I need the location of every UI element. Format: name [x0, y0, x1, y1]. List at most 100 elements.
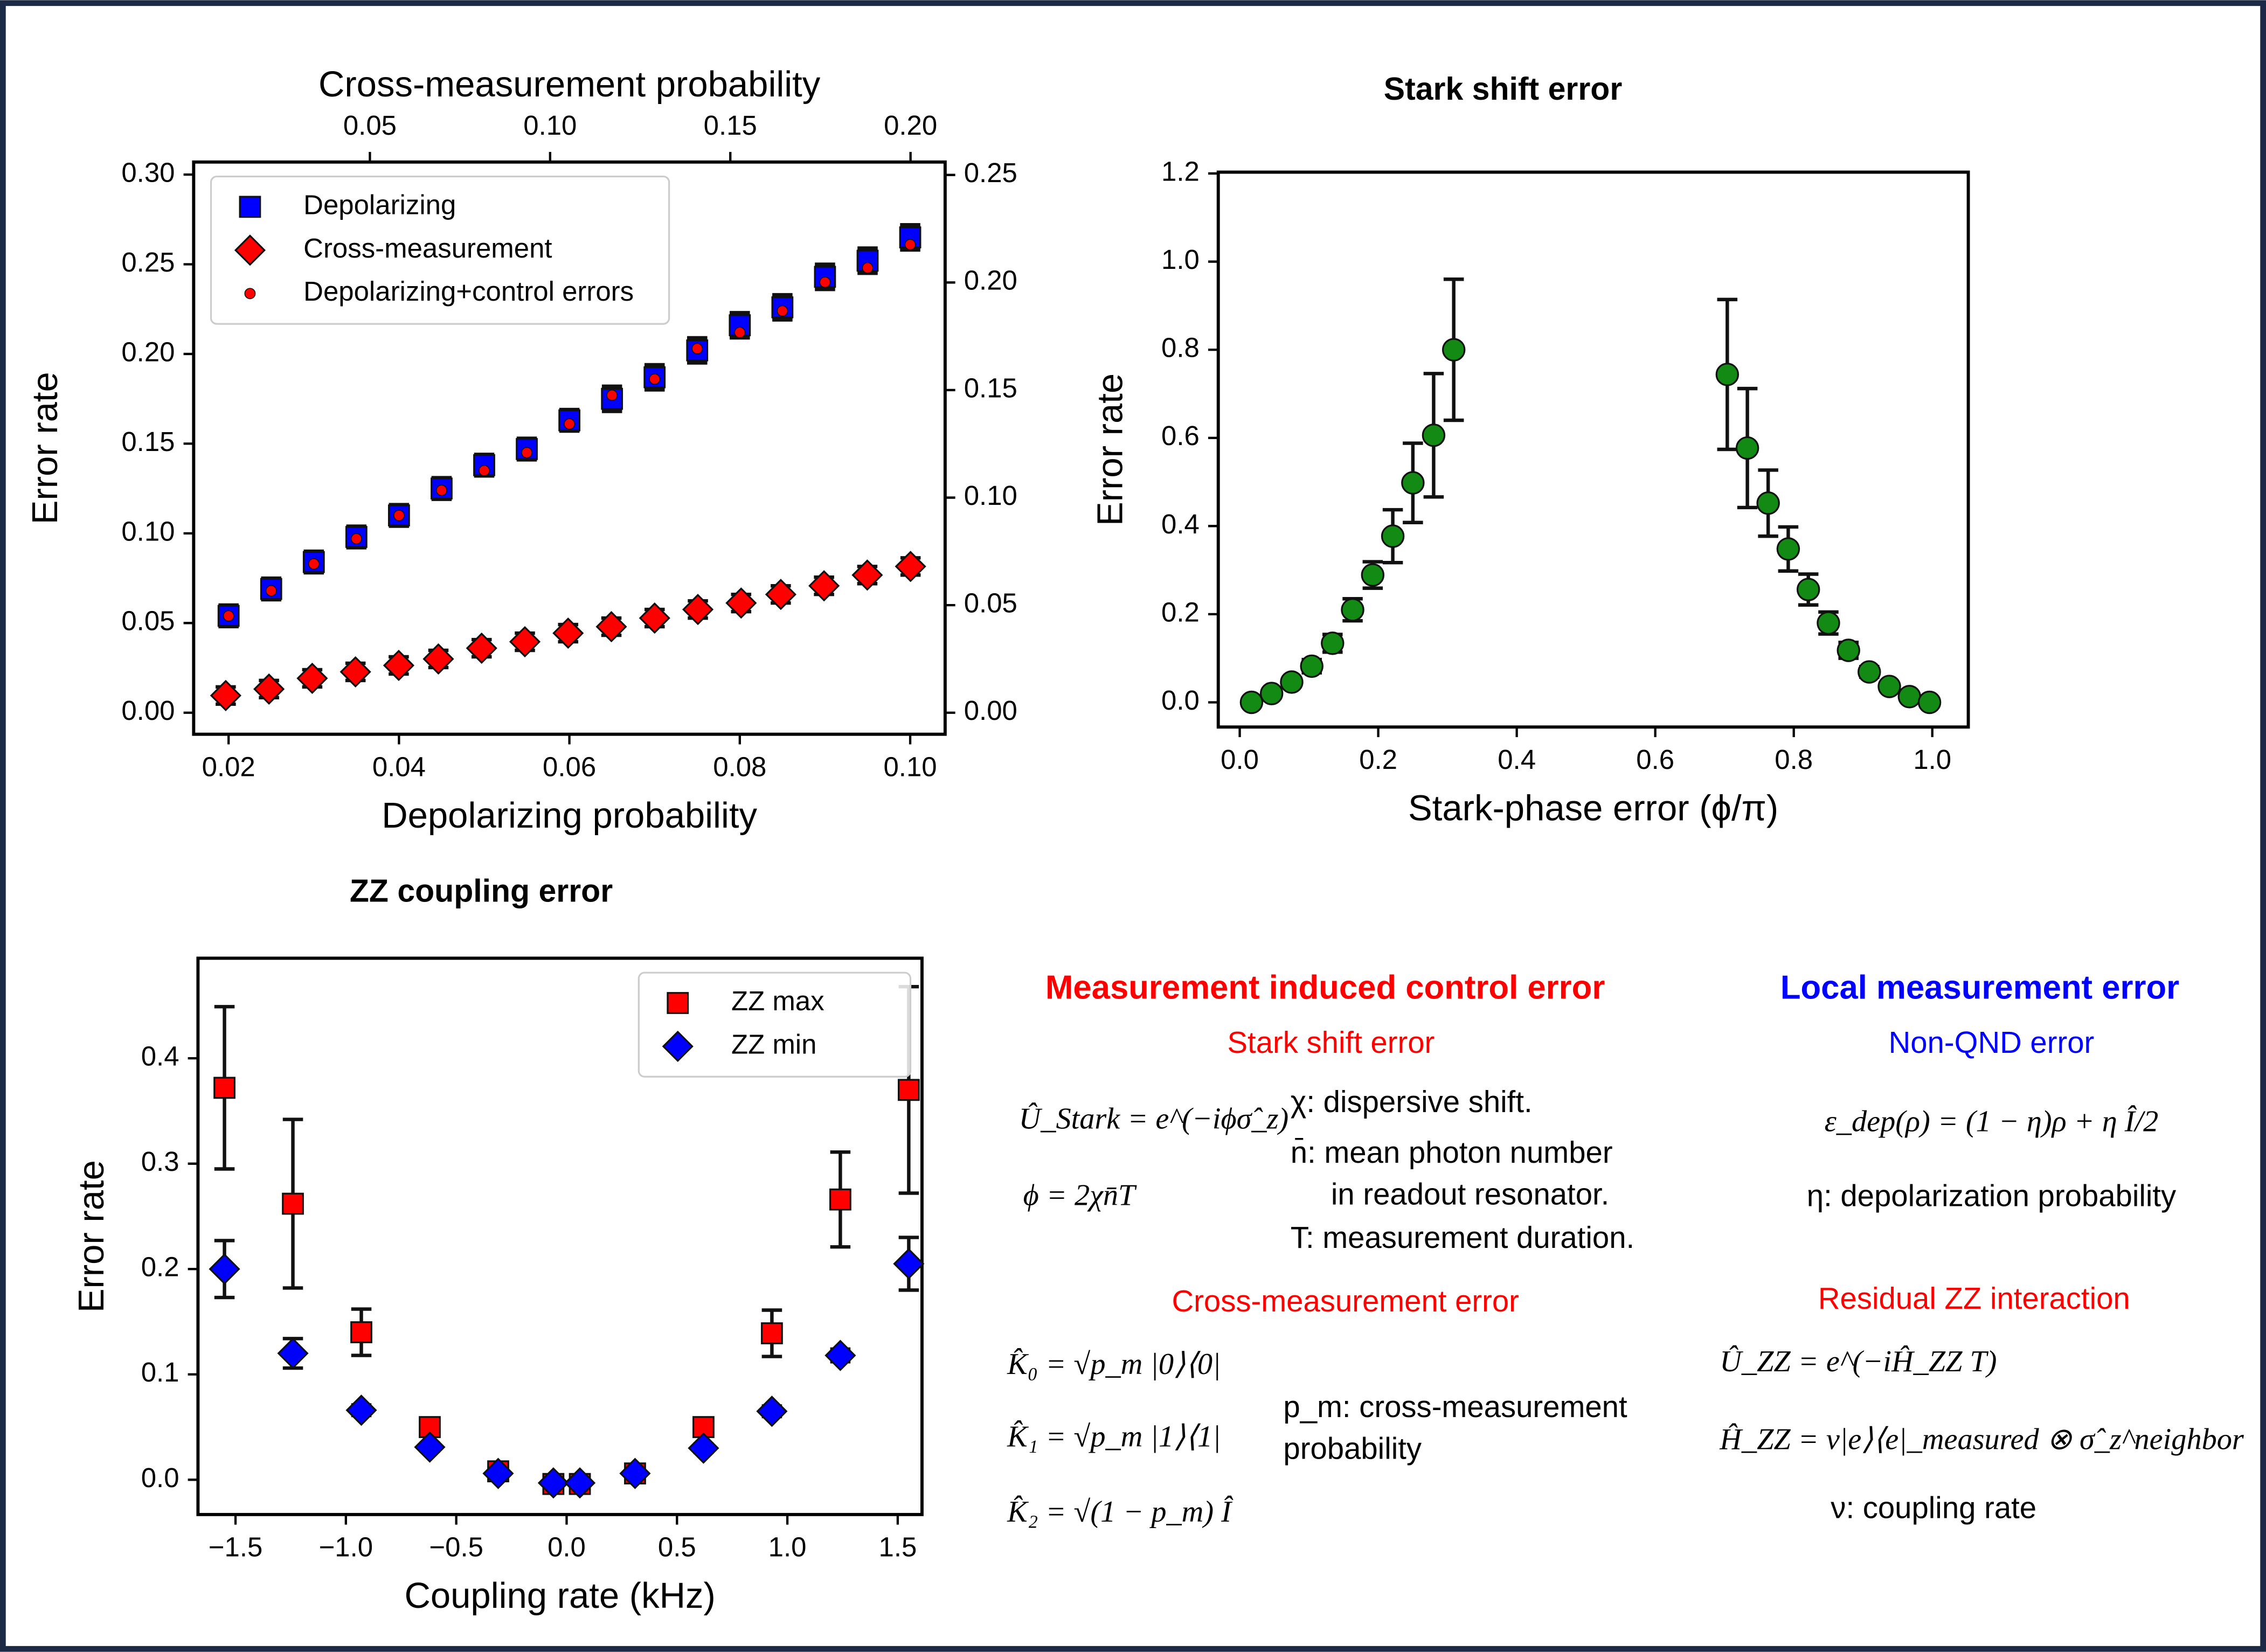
- y2-tick-label: 0.05: [964, 588, 1017, 619]
- equation: K̂₀ = √p_m |0⟩⟨0|: [1007, 1348, 1221, 1381]
- marker-diamond: [893, 1248, 925, 1280]
- marker-diamond: [682, 594, 714, 626]
- y-tick-label: 0.2: [141, 1252, 179, 1282]
- marker-circle: [1837, 638, 1860, 662]
- y-tick-label: 0.05: [121, 606, 175, 636]
- x-tick-label: 1.0: [768, 1532, 807, 1563]
- marker-dot: [649, 373, 661, 385]
- x2-tick-label: 0.10: [523, 110, 577, 141]
- y-tick-label: 1.2: [1161, 156, 1200, 186]
- legend-marker: [667, 992, 689, 1014]
- y-axis-label: Error rate: [25, 372, 65, 524]
- subheading: Residual ZZ interaction: [1818, 1281, 2130, 1315]
- marker-dot: [862, 262, 874, 274]
- y2-tick-label: 0.25: [964, 157, 1017, 188]
- y-tick-label: 0.4: [141, 1041, 179, 1072]
- x-tick-label: 1.5: [878, 1532, 917, 1563]
- marker-circle: [1341, 598, 1364, 622]
- marker-circle: [1361, 563, 1385, 587]
- x2-tick-label: 0.05: [343, 110, 397, 141]
- x-tick-label: 0.0: [548, 1532, 586, 1563]
- marker-dot: [564, 418, 576, 430]
- marker-circle: [1796, 578, 1820, 601]
- y-axis-label: Error rate: [71, 1160, 112, 1313]
- marker-diamond: [851, 559, 883, 591]
- marker-square: [829, 1188, 851, 1211]
- equation: K̂₁ = √p_m |1⟩⟨1|: [1007, 1420, 1221, 1453]
- marker-diamond: [808, 570, 840, 602]
- y-tick-label: 0.30: [121, 157, 175, 188]
- marker-dot: [435, 484, 447, 496]
- marker-circle: [1917, 690, 1942, 714]
- x-tick-label: 0.06: [543, 752, 596, 782]
- plot-frame: [196, 956, 924, 1516]
- marker-circle: [1442, 338, 1466, 362]
- y-tick-label: 0.8: [1161, 332, 1200, 363]
- subheading: Non-QND error: [1889, 1025, 2095, 1059]
- marker-diamond: [619, 1457, 651, 1489]
- marker-circle: [1321, 631, 1345, 655]
- x-tick-label: 0.04: [372, 752, 426, 782]
- definition: in readout resonator.: [1331, 1177, 1609, 1211]
- marker-square: [898, 1079, 920, 1101]
- x-axis-label: Depolarizing probability: [382, 795, 757, 836]
- marker-dot: [521, 447, 533, 459]
- marker-circle: [1300, 654, 1323, 678]
- x-tick-label: 1.0: [1913, 744, 1951, 775]
- legend-marker: [662, 1030, 694, 1063]
- y-tick-label: 0.0: [141, 1462, 179, 1493]
- x-axis-label: Coupling rate (kHz): [404, 1575, 715, 1616]
- equation: ϕ = 2χn̄T: [1023, 1178, 1137, 1212]
- y-tick-label: 0.0: [1161, 685, 1200, 716]
- marker-dot: [777, 305, 788, 317]
- y-tick-label: 1.0: [1161, 244, 1200, 275]
- marker-diamond: [339, 656, 371, 688]
- marker-dot: [393, 510, 405, 522]
- chart-title: Stark shift error: [1384, 71, 1623, 107]
- marker-circle: [1422, 424, 1446, 447]
- definition: n̄: mean photon number: [1291, 1135, 1613, 1169]
- marker-diamond: [639, 602, 670, 634]
- marker-dot: [223, 610, 234, 622]
- marker-diamond: [422, 643, 454, 675]
- marker-circle: [1381, 524, 1405, 548]
- marker-diamond: [509, 626, 541, 658]
- definition: T: measurement duration.: [1291, 1220, 1634, 1254]
- y-tick-label: 0.6: [1161, 420, 1200, 451]
- marker-diamond: [725, 587, 757, 619]
- marker-circle: [1401, 471, 1425, 495]
- marker-square: [761, 1322, 783, 1344]
- marker-diamond: [296, 662, 328, 694]
- marker-diamond: [595, 610, 627, 643]
- legend-label: Cross-measurement: [303, 233, 552, 263]
- subheading: Stark shift error: [1228, 1025, 1435, 1059]
- legend-marker: [239, 196, 261, 218]
- heading: Measurement induced control error: [1045, 969, 1605, 1007]
- y-axis-label: Error rate: [1090, 373, 1131, 526]
- x-tick-label: 0.10: [883, 752, 937, 782]
- y-tick-label: 0.4: [1161, 509, 1200, 539]
- marker-square: [350, 1321, 372, 1343]
- marker-diamond: [765, 579, 796, 610]
- x-tick-label: 0.2: [1359, 744, 1397, 775]
- marker-dot: [606, 390, 618, 401]
- marker-circle: [1259, 682, 1284, 705]
- marker-square: [388, 504, 410, 526]
- x2-axis-label: Cross-measurement probability: [318, 64, 821, 105]
- marker-dot: [479, 464, 490, 476]
- notes-panel: Measurement induced control error Stark …: [1007, 969, 2244, 1529]
- marker-diamond: [209, 1253, 240, 1285]
- marker-circle: [1776, 537, 1800, 561]
- marker-diamond: [414, 1431, 446, 1463]
- marker-dot: [819, 276, 831, 288]
- equation: Û_Stark = e^(−iϕσ̂_z): [1019, 1102, 1289, 1135]
- marker-circle: [1858, 660, 1881, 684]
- legend-label: Depolarizing: [303, 189, 456, 220]
- heading: Local measurement error: [1780, 969, 2179, 1007]
- definition: η: depolarization probability: [1807, 1178, 2177, 1212]
- marker-circle: [1897, 685, 1922, 709]
- marker-diamond: [688, 1432, 719, 1464]
- x2-tick-label: 0.15: [704, 110, 757, 141]
- marker-dot: [734, 327, 746, 338]
